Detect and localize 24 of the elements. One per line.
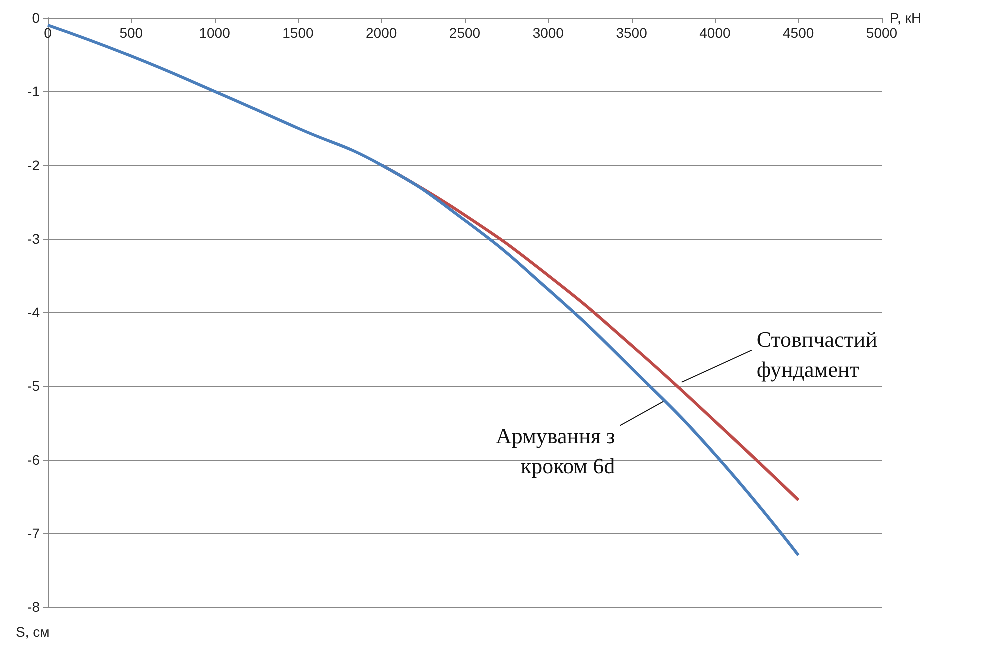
- x-tick-label: 2500: [449, 25, 481, 41]
- y-tick-label: -4: [28, 304, 40, 320]
- y-tick-label: 0: [32, 10, 40, 26]
- x-tick-label: 1000: [199, 25, 231, 41]
- x-tick-label: 1500: [282, 25, 314, 41]
- x-tick-label: 3000: [532, 25, 564, 41]
- y-tick-label: -5: [28, 378, 40, 394]
- x-tick-label: 4500: [783, 25, 814, 41]
- annotation: Армування з кроком 6d: [496, 423, 616, 478]
- x-tick-label: 5000: [866, 25, 898, 41]
- y-tick-label: -2: [28, 157, 40, 174]
- y-tick-label: -8: [28, 599, 40, 615]
- x-axis-title: P, кН: [890, 10, 922, 26]
- annotation: Стовпчастий фундамент: [756, 326, 878, 382]
- y-axis-title: S, см: [16, 624, 50, 640]
- x-tick-label: 2000: [366, 25, 398, 41]
- x-tick-label: 4000: [700, 25, 731, 41]
- x-tick-label: 500: [120, 25, 144, 41]
- y-tick-label: -6: [28, 452, 40, 468]
- y-tick-label: -7: [28, 525, 40, 542]
- y-tick-label: -1: [28, 84, 40, 100]
- x-tick-label: 0: [44, 25, 52, 41]
- y-tick-label: -3: [28, 230, 40, 247]
- x-tick-label: 3500: [616, 25, 648, 41]
